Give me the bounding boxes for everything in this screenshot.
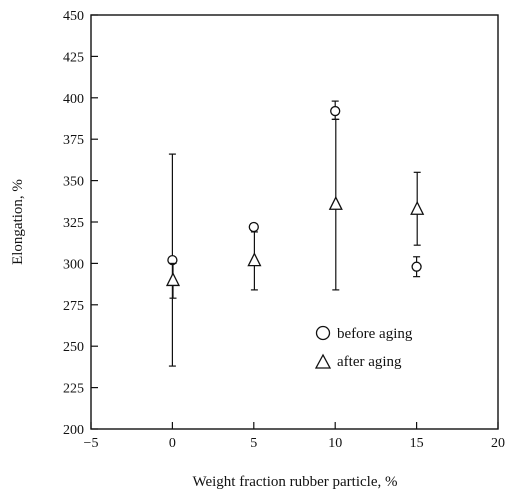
data-point-before-aging xyxy=(248,221,259,233)
data-point-before-aging xyxy=(411,261,422,272)
y-tick-label: 200 xyxy=(63,423,84,438)
plot-frame xyxy=(90,14,499,430)
y-tick-label: 400 xyxy=(63,92,84,107)
data-point-after-aging xyxy=(247,252,262,267)
y-tick-label: 325 xyxy=(63,216,84,231)
y-tick-label: 225 xyxy=(63,382,84,397)
legend-label-before-aging: before aging xyxy=(337,326,413,342)
y-tick-label: 275 xyxy=(63,299,84,314)
legend-marker-after-aging xyxy=(314,353,332,369)
x-tick-label: 5 xyxy=(250,436,257,451)
x-tick-label: 10 xyxy=(328,436,342,451)
data-point-after-aging xyxy=(165,272,181,287)
legend: before aging after aging xyxy=(314,325,413,370)
y-tick-label: 375 xyxy=(63,133,84,148)
data-point-after-aging xyxy=(328,195,343,210)
x-axis-label: Weight fraction rubber particle, % xyxy=(193,474,398,490)
x-axis: −5 0 5 10 15 20 xyxy=(84,422,505,451)
x-tick-label: 20 xyxy=(491,436,505,451)
data-marks xyxy=(165,100,425,367)
legend-marker-before-aging xyxy=(315,325,331,341)
y-tick-label: 450 xyxy=(63,9,84,24)
plot-area xyxy=(90,14,499,430)
y-tick-label: 425 xyxy=(63,50,84,65)
x-tick-label: 0 xyxy=(169,436,176,451)
x-tick-label: 15 xyxy=(410,436,424,451)
y-tick-label: 250 xyxy=(63,340,84,355)
y-axis-label: Elongation, % xyxy=(10,179,26,265)
legend-label-after-aging: after aging xyxy=(337,354,402,370)
data-point-after-aging xyxy=(410,200,425,215)
y-axis: 200 225 250 275 300 325 350 375 400 425 450 xyxy=(63,9,98,438)
y-tick-label: 300 xyxy=(63,257,84,272)
x-tick-label: −5 xyxy=(84,436,99,451)
y-tick-label: 350 xyxy=(63,175,84,190)
data-point-before-aging xyxy=(330,105,341,117)
